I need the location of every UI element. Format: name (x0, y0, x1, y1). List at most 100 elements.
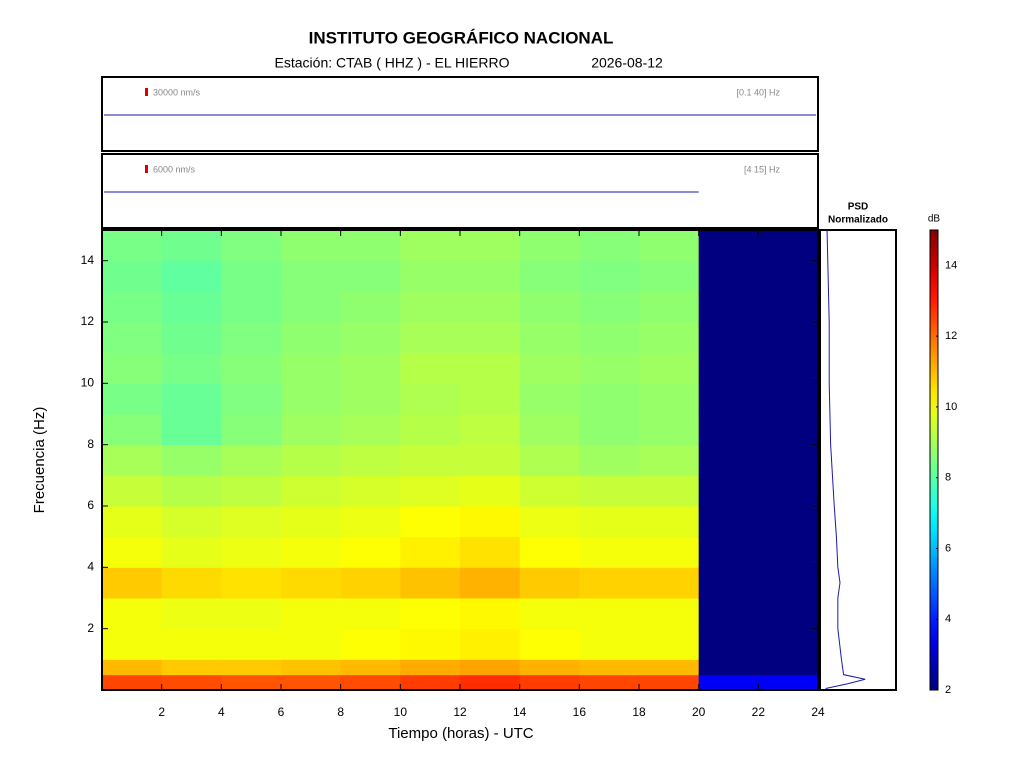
heat-cell (102, 506, 163, 538)
heat-cell (698, 567, 759, 599)
heat-cell (400, 659, 461, 676)
heat-cell (460, 659, 521, 676)
colorbar-tick-label: 6 (945, 542, 951, 554)
heat-cell (579, 475, 640, 507)
heat-cell (639, 383, 700, 415)
heat-cell (698, 475, 759, 507)
heat-cell (460, 628, 521, 660)
heat-cell (281, 414, 342, 446)
heat-cell (400, 383, 461, 415)
heat-cell (102, 674, 163, 691)
heat-cell (400, 598, 461, 630)
heat-cell (639, 444, 700, 476)
scale-marker (145, 165, 148, 173)
heat-cell (758, 383, 819, 415)
heat-cell (340, 506, 401, 538)
colorbar-tick-label: 2 (945, 684, 951, 696)
heat-cell (639, 352, 700, 384)
heat-cell (400, 322, 461, 354)
heat-cell (758, 322, 819, 354)
heat-cell (281, 383, 342, 415)
heat-cell (281, 322, 342, 354)
heat-cell (340, 322, 401, 354)
heat-cell (340, 674, 401, 691)
heat-cell (221, 628, 282, 660)
x-tick-label: 2 (158, 705, 165, 719)
y-tick-label: 2 (87, 621, 94, 635)
heat-cell (340, 659, 401, 676)
heat-cell (579, 628, 640, 660)
heat-cell (519, 475, 580, 507)
heat-cell (161, 674, 222, 691)
psd-frame (819, 229, 897, 691)
heat-cell (102, 230, 163, 262)
heat-cell (161, 628, 222, 660)
colorbar-tick-label: 12 (945, 330, 957, 342)
heat-cell (579, 352, 640, 384)
heat-cell (579, 506, 640, 538)
heat-cell (639, 536, 700, 568)
heat-cell (698, 506, 759, 538)
heat-cell (698, 659, 759, 676)
x-tick-label: 22 (752, 705, 766, 719)
heat-cell (639, 260, 700, 292)
heat-cell (221, 598, 282, 630)
heat-cell (161, 444, 222, 476)
heat-cell (221, 352, 282, 384)
x-tick-label: 18 (632, 705, 646, 719)
heat-cell (698, 414, 759, 446)
heat-cell (102, 628, 163, 660)
heat-cell (579, 322, 640, 354)
heat-cell (579, 260, 640, 292)
heat-cell (579, 414, 640, 446)
colorbar-tick-label: 14 (945, 259, 957, 271)
x-tick-label: 4 (218, 705, 225, 719)
colorbar-tick-label: 4 (945, 613, 951, 625)
heat-cell (221, 444, 282, 476)
y-tick-label: 12 (81, 314, 95, 328)
heat-cell (281, 230, 342, 262)
x-tick-label: 24 (811, 705, 825, 719)
psd-title: PSD (848, 202, 869, 213)
heat-cell (460, 352, 521, 384)
heat-cell (221, 291, 282, 323)
heat-cell (102, 383, 163, 415)
heat-cell (519, 674, 580, 691)
y-axis-label: Frecuencia (Hz) (31, 407, 48, 514)
heat-cell (519, 260, 580, 292)
heat-cell (519, 628, 580, 660)
heat-cell (400, 628, 461, 660)
heat-cell (758, 444, 819, 476)
heat-cell (519, 383, 580, 415)
heat-cell (758, 352, 819, 384)
heat-cell (519, 536, 580, 568)
heat-cell (698, 628, 759, 660)
heat-cell (519, 598, 580, 630)
x-tick-label: 12 (453, 705, 467, 719)
heat-cell (519, 291, 580, 323)
heat-cell (400, 352, 461, 384)
heat-cell (460, 260, 521, 292)
heat-cell (639, 628, 700, 660)
heat-cell (758, 414, 819, 446)
heat-cell (579, 291, 640, 323)
heat-cell (340, 352, 401, 384)
heat-cell (281, 506, 342, 538)
heat-cell (221, 567, 282, 599)
heat-cell (400, 567, 461, 599)
spectrogram (102, 230, 819, 691)
heat-cell (400, 414, 461, 446)
heat-cell (161, 475, 222, 507)
heat-cell (221, 475, 282, 507)
band-label: [4 15] Hz (744, 164, 781, 174)
heat-cell (161, 659, 222, 676)
heat-cell (639, 567, 700, 599)
heat-cell (460, 567, 521, 599)
heat-cell (758, 506, 819, 538)
heat-cell (221, 414, 282, 446)
date: 2026-08-12 (591, 55, 663, 71)
heat-cell (161, 352, 222, 384)
scale-label: 6000 nm/s (153, 164, 196, 174)
colorbar-tick-label: 10 (945, 401, 957, 413)
heat-cell (221, 260, 282, 292)
